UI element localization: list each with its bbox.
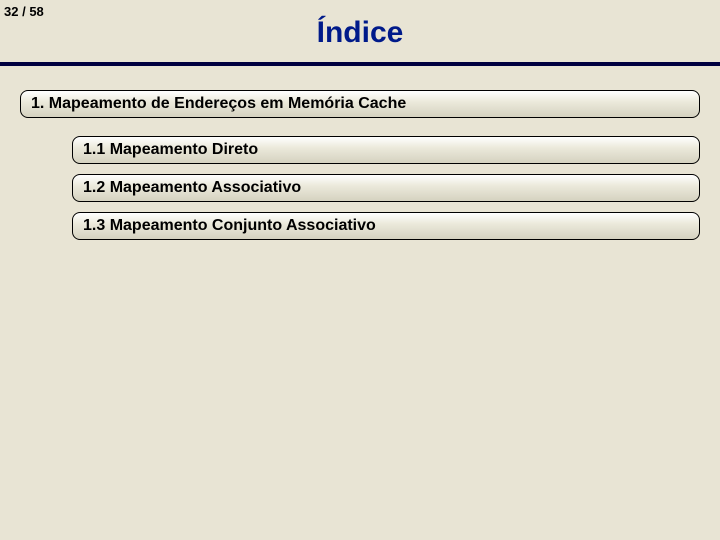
toc-sub-item[interactable]: 1.1 Mapeamento Direto [72, 136, 700, 164]
page-title: Índice [0, 0, 720, 62]
toc-sub-item[interactable]: 1.2 Mapeamento Associativo [72, 174, 700, 202]
page-separator: / [18, 4, 29, 19]
page-total: 58 [29, 4, 43, 19]
toc-content: 1. Mapeamento de Endereços em Memória Ca… [0, 66, 720, 240]
toc-sub-items: 1.1 Mapeamento Direto 1.2 Mapeamento Ass… [72, 136, 700, 240]
page-number: 32 / 58 [4, 4, 44, 19]
page-current: 32 [4, 4, 18, 19]
toc-sub-item[interactable]: 1.3 Mapeamento Conjunto Associativo [72, 212, 700, 240]
toc-main-item[interactable]: 1. Mapeamento de Endereços em Memória Ca… [20, 90, 700, 118]
